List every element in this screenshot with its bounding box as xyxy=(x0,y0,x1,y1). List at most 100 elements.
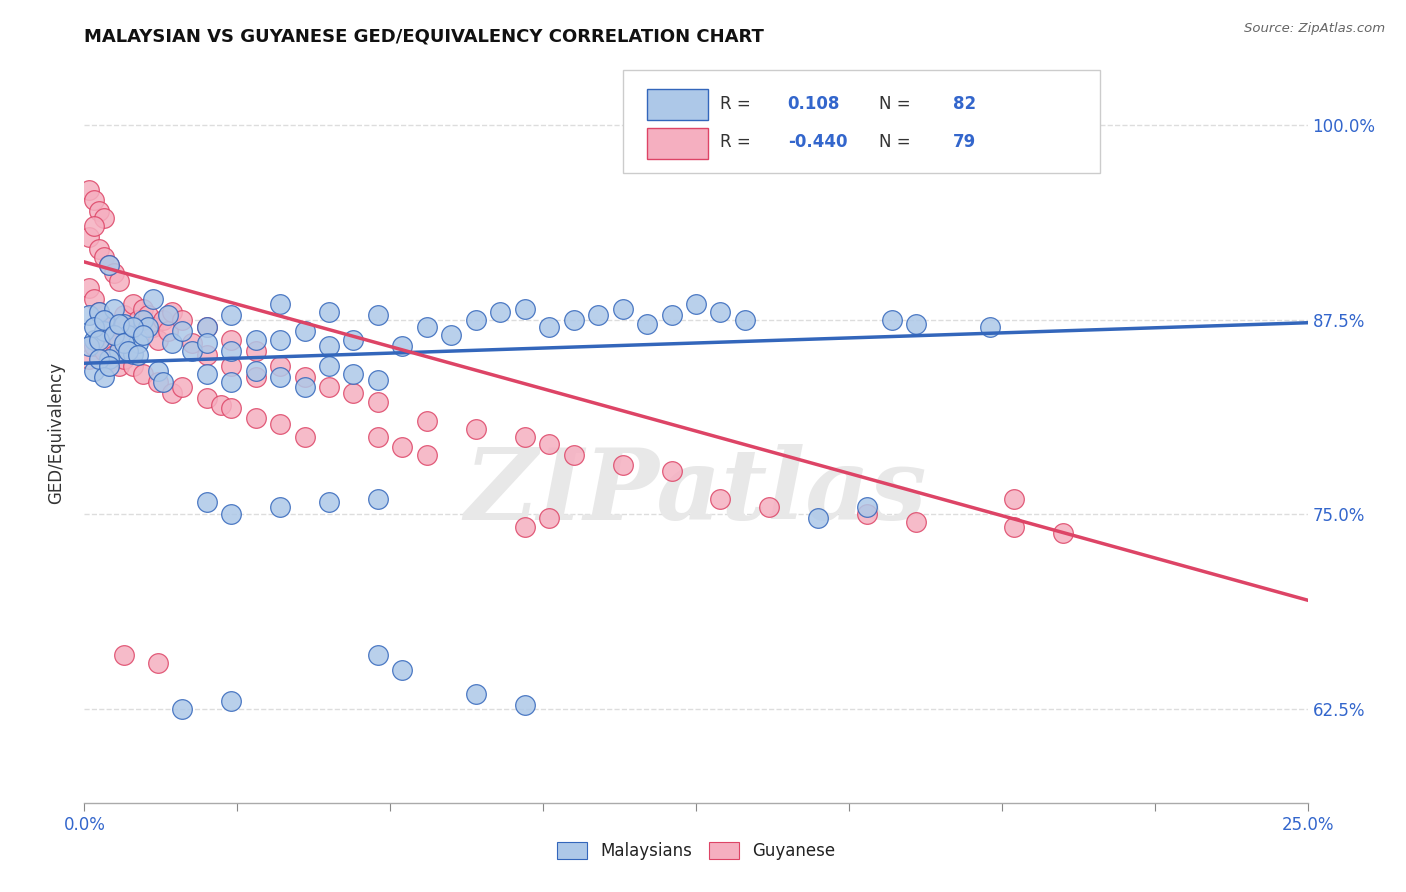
Point xyxy=(77,339,100,353)
Point xyxy=(83,320,105,334)
Point xyxy=(219,308,242,322)
Point xyxy=(367,648,389,662)
Point xyxy=(87,305,110,319)
Point xyxy=(142,320,165,334)
Point xyxy=(391,663,413,677)
Point xyxy=(856,500,879,514)
Point xyxy=(880,312,903,326)
Point xyxy=(112,318,135,332)
Point xyxy=(195,495,218,509)
Point xyxy=(464,312,486,326)
Point xyxy=(464,687,486,701)
Point xyxy=(513,301,536,316)
Point xyxy=(1002,520,1025,534)
Point xyxy=(219,359,242,374)
Point xyxy=(219,694,242,708)
Point xyxy=(318,495,340,509)
Point xyxy=(162,385,184,400)
Point xyxy=(269,297,291,311)
Point xyxy=(87,243,110,257)
Point xyxy=(391,441,413,455)
Point xyxy=(87,333,110,347)
Point xyxy=(117,320,139,334)
Point xyxy=(391,339,413,353)
Point xyxy=(172,312,194,326)
Point xyxy=(367,491,389,506)
Point xyxy=(245,410,267,425)
Point xyxy=(136,308,159,322)
FancyBboxPatch shape xyxy=(647,89,709,120)
Point xyxy=(117,328,139,343)
Point xyxy=(132,328,155,343)
Point xyxy=(294,429,316,443)
Point xyxy=(93,324,115,338)
Point xyxy=(146,333,169,347)
Point xyxy=(132,301,155,316)
Point xyxy=(269,359,291,374)
Point xyxy=(979,320,1001,334)
Text: N =: N = xyxy=(880,134,911,152)
Point xyxy=(103,266,125,280)
Point xyxy=(127,312,149,326)
Point xyxy=(146,364,169,378)
Point xyxy=(83,339,105,353)
Point xyxy=(612,301,634,316)
Point xyxy=(107,274,129,288)
Point xyxy=(87,351,110,366)
Point xyxy=(612,458,634,472)
Point xyxy=(562,312,585,326)
Point xyxy=(112,648,135,662)
Point xyxy=(162,336,184,351)
Point xyxy=(93,343,115,358)
Point xyxy=(146,375,169,389)
Point xyxy=(905,515,928,529)
Point xyxy=(172,324,194,338)
Point xyxy=(513,520,536,534)
Point xyxy=(367,373,389,387)
Point xyxy=(318,339,340,353)
Point xyxy=(195,391,218,405)
Point xyxy=(269,417,291,431)
Point xyxy=(152,375,174,389)
Point xyxy=(103,349,125,363)
Point xyxy=(117,343,139,358)
Point xyxy=(538,510,561,524)
Point xyxy=(162,305,184,319)
Point xyxy=(245,333,267,347)
Point xyxy=(87,305,110,319)
Text: 0.108: 0.108 xyxy=(787,95,841,113)
Point xyxy=(367,429,389,443)
Point xyxy=(77,183,100,197)
Point xyxy=(107,343,129,358)
Point xyxy=(807,510,830,524)
Point xyxy=(97,258,120,272)
Point xyxy=(245,370,267,384)
Point xyxy=(513,698,536,712)
Text: Source: ZipAtlas.com: Source: ZipAtlas.com xyxy=(1244,22,1385,36)
Point xyxy=(661,308,683,322)
Point xyxy=(219,375,242,389)
Point xyxy=(107,318,129,332)
Legend: Malaysians, Guyanese: Malaysians, Guyanese xyxy=(548,834,844,869)
Point xyxy=(318,379,340,393)
Point xyxy=(93,370,115,384)
Point xyxy=(97,320,120,334)
Text: 79: 79 xyxy=(953,134,976,152)
FancyBboxPatch shape xyxy=(647,128,709,159)
Point xyxy=(122,297,145,311)
Point xyxy=(685,297,707,311)
Point xyxy=(93,211,115,226)
Point xyxy=(416,448,439,462)
Point xyxy=(342,367,364,381)
Point xyxy=(181,336,204,351)
Point xyxy=(112,336,135,351)
Point xyxy=(103,328,125,343)
Point xyxy=(294,324,316,338)
Point xyxy=(195,320,218,334)
Point xyxy=(122,359,145,374)
Point xyxy=(367,395,389,409)
Point xyxy=(93,312,115,326)
Point xyxy=(77,281,100,295)
Point xyxy=(416,414,439,428)
Text: R =: R = xyxy=(720,95,756,113)
